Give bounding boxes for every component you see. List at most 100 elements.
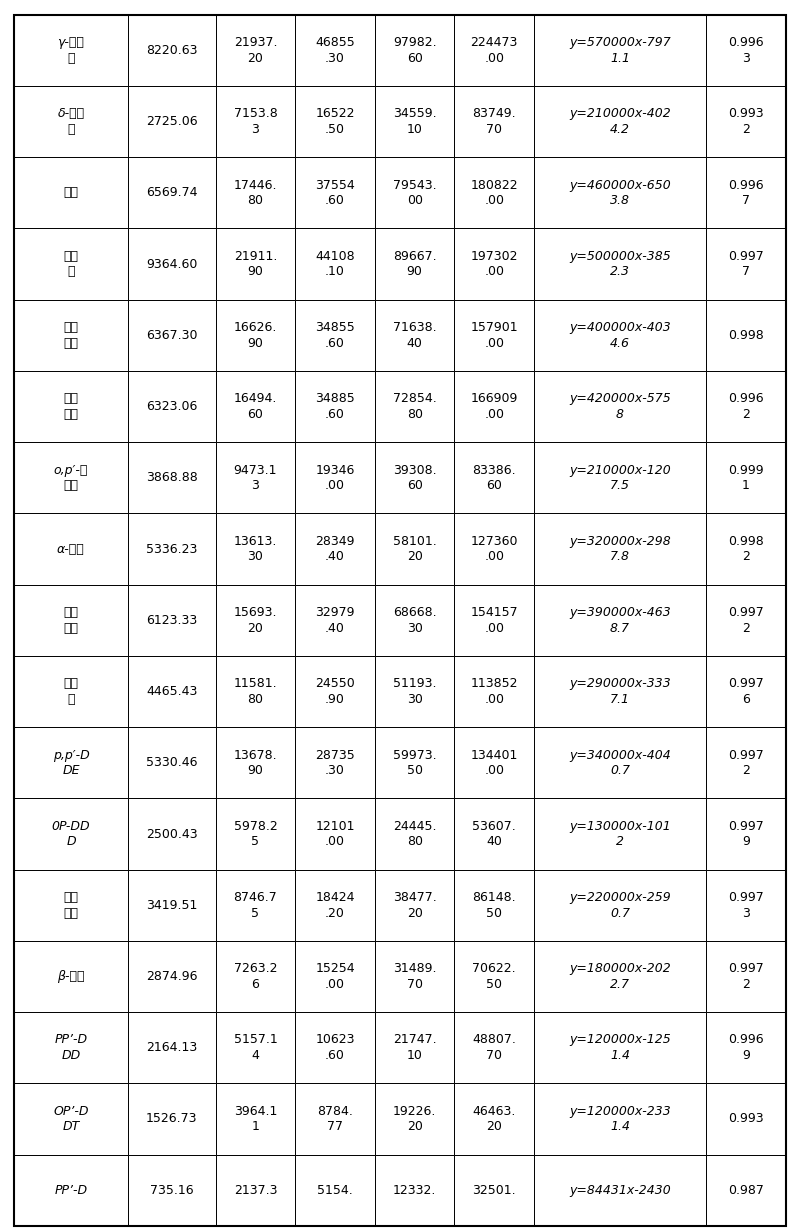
Bar — [706, 585, 786, 655]
Text: 51193.
30: 51193. 30 — [393, 678, 437, 706]
Text: 0.998
2: 0.998 2 — [728, 535, 764, 563]
Bar — [127, 798, 215, 870]
Bar — [215, 442, 295, 514]
Text: y=120000x-233
1.4: y=120000x-233 1.4 — [569, 1105, 671, 1133]
Bar — [295, 798, 375, 870]
Bar — [14, 15, 127, 86]
Text: 13678.
90: 13678. 90 — [234, 749, 278, 777]
Bar — [375, 1083, 454, 1154]
Bar — [215, 514, 295, 585]
Text: 5154.: 5154. — [317, 1184, 353, 1196]
Bar — [14, 870, 127, 941]
Bar — [14, 514, 127, 585]
Bar — [295, 299, 375, 371]
Bar — [295, 1013, 375, 1083]
Text: 9473.1
3: 9473.1 3 — [234, 463, 277, 492]
Text: 15693.
20: 15693. 20 — [234, 606, 277, 634]
Text: 83749.
70: 83749. 70 — [473, 107, 516, 136]
Bar — [127, 1013, 215, 1083]
Text: 32501.: 32501. — [473, 1184, 516, 1196]
Bar — [127, 86, 215, 158]
Bar — [295, 514, 375, 585]
Bar — [14, 86, 127, 158]
Bar — [706, 1013, 786, 1083]
Text: 37554
.60: 37554 .60 — [315, 179, 355, 207]
Bar — [534, 1083, 706, 1154]
Text: 0.996
3: 0.996 3 — [728, 36, 763, 64]
Bar — [454, 158, 534, 228]
Bar — [375, 655, 454, 727]
Text: 28349
.40: 28349 .40 — [315, 535, 354, 563]
Bar — [706, 15, 786, 86]
Text: 19346
.00: 19346 .00 — [315, 463, 354, 492]
Bar — [534, 941, 706, 1013]
Text: y=460000x-650
3.8: y=460000x-650 3.8 — [569, 179, 671, 207]
Text: 735.16: 735.16 — [150, 1184, 194, 1196]
Bar — [295, 941, 375, 1013]
Bar — [706, 299, 786, 371]
Text: 1526.73: 1526.73 — [146, 1112, 198, 1126]
Bar — [127, 1083, 215, 1154]
Bar — [706, 371, 786, 442]
Text: 2164.13: 2164.13 — [146, 1041, 197, 1055]
Text: 0.997
3: 0.997 3 — [728, 891, 764, 919]
Text: 0.997
2: 0.997 2 — [728, 606, 764, 634]
Text: 59973.
50: 59973. 50 — [393, 749, 437, 777]
Bar — [454, 371, 534, 442]
Bar — [706, 158, 786, 228]
Text: 19226.
20: 19226. 20 — [393, 1105, 436, 1133]
Bar — [127, 655, 215, 727]
Text: 0.997
2: 0.997 2 — [728, 749, 764, 777]
Text: 艾试
剂: 艾试 剂 — [63, 250, 78, 278]
Text: 34885
.60: 34885 .60 — [315, 392, 355, 421]
Text: 21747.
10: 21747. 10 — [393, 1034, 437, 1062]
Text: 32979
.40: 32979 .40 — [315, 606, 354, 634]
Bar — [375, 514, 454, 585]
Text: 0.996
9: 0.996 9 — [728, 1034, 763, 1062]
Bar — [14, 371, 127, 442]
Text: 12101
.00: 12101 .00 — [315, 819, 354, 849]
Bar — [375, 798, 454, 870]
Bar — [454, 1154, 534, 1226]
Bar — [295, 442, 375, 514]
Bar — [215, 727, 295, 798]
Text: 197302
.00: 197302 .00 — [470, 250, 518, 278]
Text: α-硫丹: α-硫丹 — [57, 542, 85, 556]
Bar — [127, 371, 215, 442]
Text: y=84431x-2430: y=84431x-2430 — [569, 1184, 671, 1196]
Text: 异狄
试剂: 异狄 试剂 — [63, 891, 78, 919]
Bar — [127, 514, 215, 585]
Bar — [454, 15, 534, 86]
Text: 3964.1
1: 3964.1 1 — [234, 1105, 277, 1133]
Bar — [454, 585, 534, 655]
Text: 31489.
70: 31489. 70 — [393, 962, 437, 991]
Bar — [127, 442, 215, 514]
Text: 3419.51: 3419.51 — [146, 899, 198, 912]
Bar — [14, 442, 127, 514]
Bar — [215, 158, 295, 228]
Bar — [14, 798, 127, 870]
Bar — [375, 228, 454, 299]
Bar — [127, 228, 215, 299]
Text: γ-六六
六: γ-六六 六 — [58, 36, 85, 64]
Bar — [534, 86, 706, 158]
Bar — [127, 15, 215, 86]
Bar — [295, 371, 375, 442]
Bar — [14, 655, 127, 727]
Text: 86148.
50: 86148. 50 — [473, 891, 516, 919]
Text: 46855
.30: 46855 .30 — [315, 36, 355, 64]
Text: 53607.
40: 53607. 40 — [473, 819, 516, 849]
Text: 154157
.00: 154157 .00 — [470, 606, 518, 634]
Text: 5330.46: 5330.46 — [146, 756, 198, 769]
Bar — [295, 228, 375, 299]
Text: 12332.: 12332. — [393, 1184, 436, 1196]
Text: 8746.7
5: 8746.7 5 — [234, 891, 278, 919]
Bar — [295, 86, 375, 158]
Bar — [215, 15, 295, 86]
Text: 7153.8
3: 7153.8 3 — [234, 107, 278, 136]
Bar — [706, 870, 786, 941]
Bar — [375, 158, 454, 228]
Text: y=120000x-125
1.4: y=120000x-125 1.4 — [569, 1034, 671, 1062]
Bar — [375, 86, 454, 158]
Text: 13613.
30: 13613. 30 — [234, 535, 277, 563]
